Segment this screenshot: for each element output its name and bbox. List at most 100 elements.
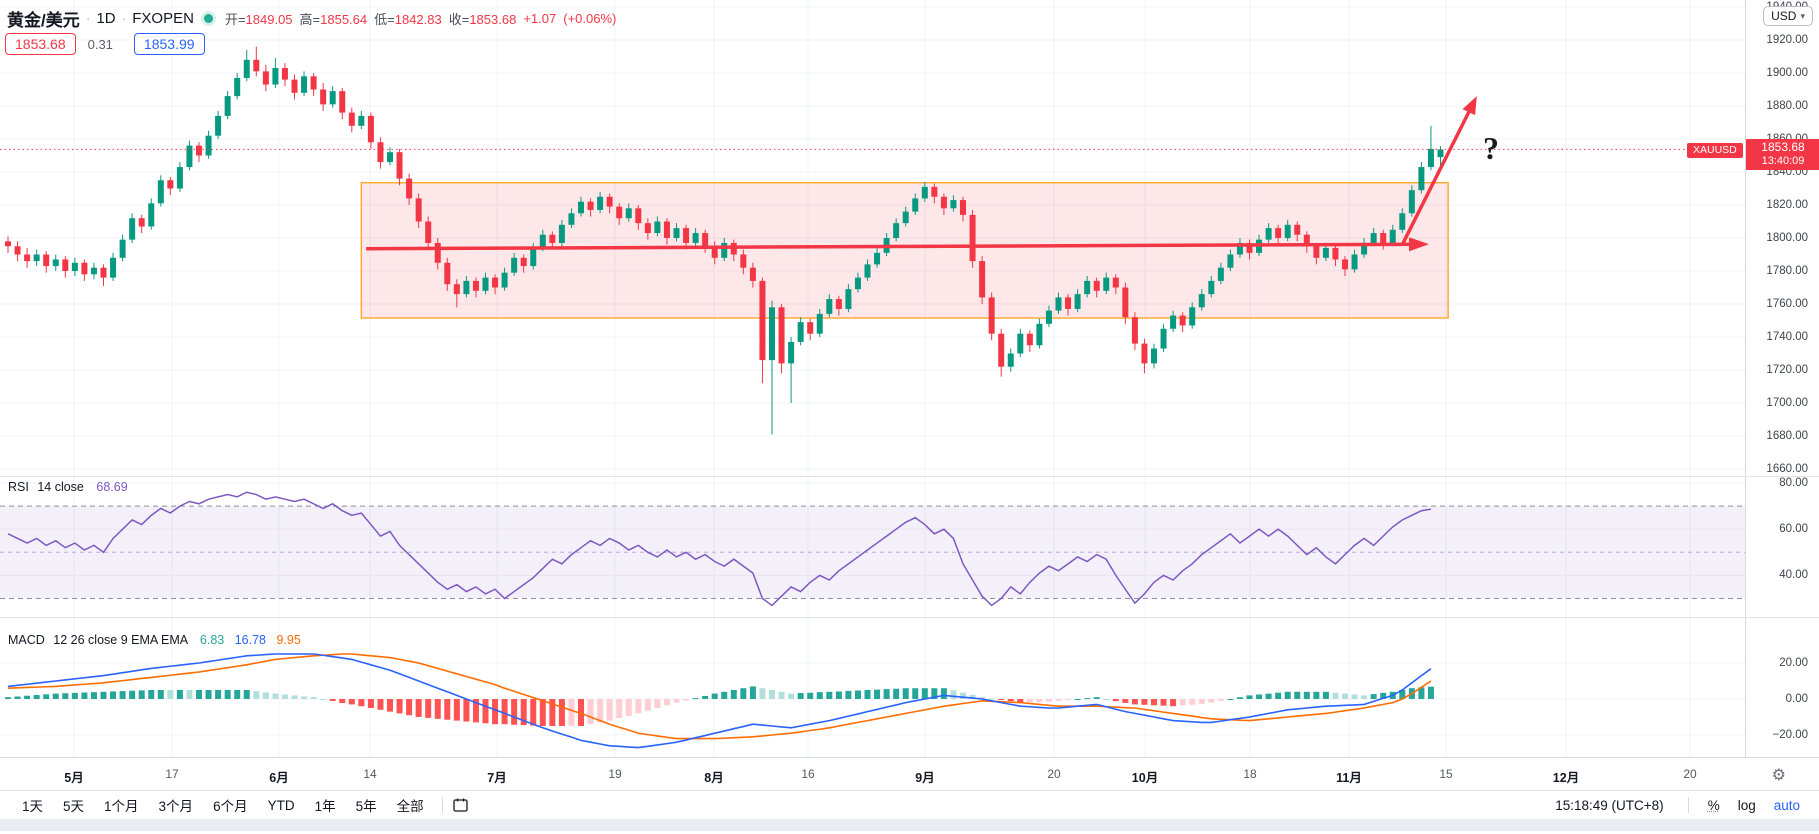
time-axis-day-label: 20 (1047, 767, 1060, 781)
time-axis-day-label: 15 (1439, 767, 1452, 781)
macd-axis-label: 20.00 (1779, 657, 1808, 669)
price-axis-label: 1820.00 (1766, 199, 1808, 211)
symbol-price-flag: XAUUSD (1687, 143, 1743, 158)
macd-axis-label: −20.00 (1773, 729, 1809, 741)
ohlc-readout: 开=1849.05 高=1855.64 低=1842.83 收=1853.68 … (225, 9, 616, 28)
symbol-title[interactable]: 黄金/美元 (7, 6, 80, 31)
auto-scale-toggle[interactable]: auto (1765, 795, 1809, 816)
time-axis-day-label: 16 (801, 767, 814, 781)
rsi-legend[interactable]: RSI 14 close 68.69 (8, 480, 128, 494)
price-axis-label: 1740.00 (1766, 331, 1808, 343)
bottom-toolbar: 1天 5天 1个月 3个月 6个月 YTD 1年 5年 全部 15:18:49 (UTC+8) … (0, 790, 1819, 819)
market-status-icon[interactable] (204, 14, 213, 23)
rsi-title: RSI (8, 480, 29, 494)
pane-divider[interactable] (0, 476, 1819, 477)
price-axis-label: 1700.00 (1766, 397, 1808, 409)
price-axis-label: 1760.00 (1766, 298, 1808, 310)
price-axis-label: 1680.00 (1766, 430, 1808, 442)
time-axis-month-label: 11月 (1336, 767, 1362, 786)
separator-dot: · (86, 10, 91, 26)
time-axis-day-label: 18 (1243, 767, 1256, 781)
time-axis-day-label: 20 (1683, 767, 1696, 781)
price-axis-label: 1920.00 (1766, 34, 1808, 46)
time-axis-month-label: 7月 (487, 767, 506, 786)
rsi-axis-label: 60.00 (1779, 523, 1808, 535)
price-axis[interactable]: 1940.001920.001900.001880.001860.001840.… (1745, 0, 1819, 757)
currency-selector[interactable]: USD ▾ (1763, 6, 1813, 26)
close-value: 1853.68 (469, 12, 516, 27)
open-label: 开= (225, 12, 246, 27)
macd-legend[interactable]: MACD 12 26 close 9 EMA EMA 6.83 16.78 9.… (8, 633, 301, 647)
date-range-buttons: 1天 5天 1个月 3个月 6个月 YTD 1年 5年 全部 (14, 792, 432, 818)
rsi-axis-label: 80.00 (1779, 477, 1808, 489)
sell-price-button[interactable]: 1853.68 (5, 33, 76, 55)
time-axis-month-label: 10月 (1132, 767, 1158, 786)
interval-label[interactable]: 1D (96, 10, 115, 27)
range-button[interactable]: 5年 (348, 792, 385, 818)
low-label: 低= (374, 12, 395, 27)
range-button[interactable]: 5天 (55, 792, 92, 818)
time-axis-day-label: 17 (165, 767, 178, 781)
spread-value: 0.31 (88, 37, 113, 52)
change-value: +1.07 (523, 11, 556, 26)
range-button[interactable]: YTD (260, 795, 303, 816)
high-label: 高= (300, 12, 321, 27)
macd-hist-value: 6.83 (200, 633, 224, 647)
exchange-label: FXOPEN (132, 10, 194, 27)
pane-divider[interactable] (0, 617, 1819, 618)
last-price-value: 1853.68 (1746, 140, 1819, 154)
toolbar-divider (1688, 797, 1689, 813)
time-axis-month-label: 9月 (915, 767, 934, 786)
price-axis-label: 1780.00 (1766, 265, 1808, 277)
price-axis-label: 1660.00 (1766, 463, 1808, 475)
symbol-legend[interactable]: 黄金/美元 · 1D · FXOPEN 开=1849.05 高=1855.64 … (7, 6, 616, 30)
buy-price-button[interactable]: 1853.99 (134, 33, 205, 55)
price-axis-label: 1900.00 (1766, 67, 1808, 79)
chart-window: 黄金/美元 · 1D · FXOPEN 开=1849.05 高=1855.64 … (0, 0, 1819, 830)
time-axis-day-label: 14 (363, 767, 376, 781)
time-axis[interactable]: 5月 17 6月 14 7月 19 8月 16 9月 20 10月 18 11月 15 12月 20 ⚙ (0, 757, 1819, 791)
time-axis-month-label: 6月 (269, 767, 288, 786)
time-axis-month-label: 12月 (1553, 767, 1579, 786)
separator-dot: · (122, 10, 127, 26)
rsi-params: 14 close (37, 480, 84, 494)
last-price-tag: 1853.68 13:40:09 (1746, 139, 1819, 170)
open-value: 1849.05 (246, 12, 293, 27)
clock-readout[interactable]: 15:18:49 (UTC+8) (1555, 798, 1663, 813)
log-scale-toggle[interactable]: log (1729, 795, 1765, 816)
gear-icon[interactable]: ⚙ (1772, 765, 1786, 785)
range-button[interactable]: 3个月 (151, 792, 202, 818)
price-axis-label: 1800.00 (1766, 232, 1808, 244)
range-button[interactable]: 1个月 (96, 792, 147, 818)
range-button[interactable]: 6个月 (205, 792, 256, 818)
macd-axis-label: 0.00 (1786, 693, 1808, 705)
rsi-value: 68.69 (96, 480, 127, 494)
toolbar-right: 15:18:49 (UTC+8) % log auto (1555, 795, 1809, 816)
chevron-down-icon: ▾ (1800, 11, 1805, 22)
question-mark-annotation: ? (1483, 130, 1499, 167)
range-button[interactable]: 全部 (389, 792, 432, 818)
change-percent: (+0.06%) (563, 11, 616, 26)
time-axis-month-label: 5月 (64, 767, 83, 786)
rsi-axis-label: 40.00 (1779, 569, 1808, 581)
page-footer-strip (0, 818, 1819, 831)
range-button[interactable]: 1天 (14, 792, 51, 818)
macd-signal-value: 9.95 (276, 633, 300, 647)
bar-countdown: 13:40:09 (1746, 154, 1819, 168)
price-axis-label: 1720.00 (1766, 364, 1808, 376)
low-value: 1842.83 (395, 12, 442, 27)
close-label: 收= (449, 12, 470, 27)
quote-row: 1853.68 0.31 1853.99 (5, 33, 205, 55)
chart-plot-area[interactable]: 黄金/美元 · 1D · FXOPEN 开=1849.05 高=1855.64 … (0, 0, 1745, 757)
macd-title: MACD (8, 633, 45, 647)
time-axis-month-label: 8月 (704, 767, 723, 786)
currency-label: USD (1771, 9, 1796, 23)
percent-scale-toggle[interactable]: % (1699, 795, 1729, 816)
calendar-icon[interactable] (453, 798, 468, 812)
macd-line-value: 16.78 (235, 633, 266, 647)
macd-params: 12 26 close 9 EMA EMA (53, 633, 187, 647)
range-button[interactable]: 1年 (307, 792, 344, 818)
time-axis-day-label: 19 (608, 767, 621, 781)
high-value: 1855.64 (320, 12, 367, 27)
toolbar-divider (442, 797, 443, 813)
